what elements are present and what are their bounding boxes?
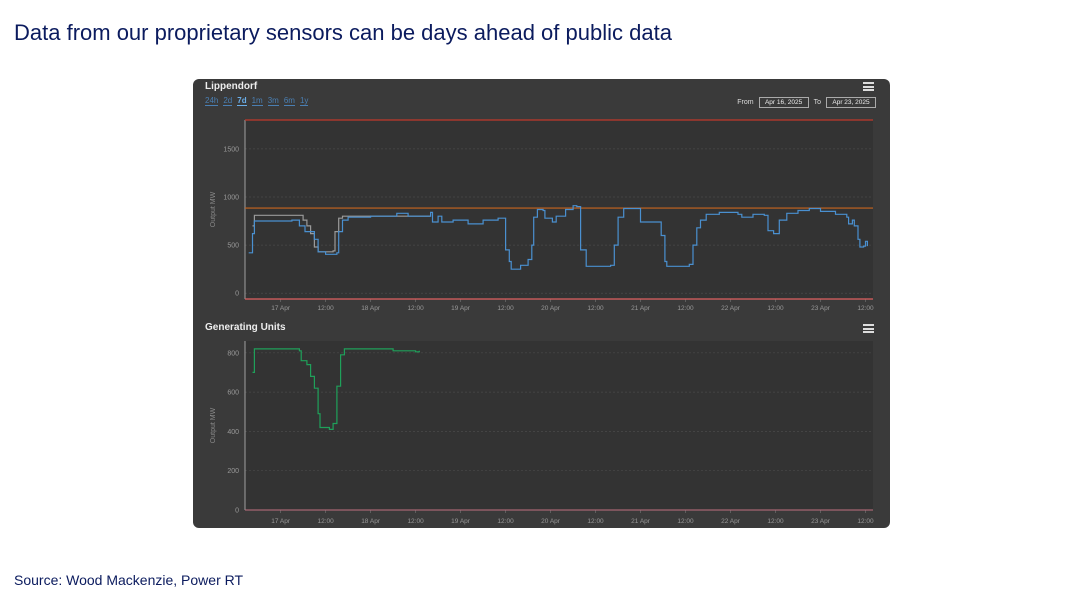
x-tick-label: 21 Apr (631, 518, 651, 525)
y-tick-label: 0 (235, 291, 239, 298)
x-tick-label: 12:00 (767, 305, 784, 312)
range-button-2d[interactable]: 2d (223, 96, 233, 106)
y-tick-label: 1500 (223, 146, 239, 153)
series-line (248, 205, 868, 270)
series-line (252, 348, 420, 430)
x-tick-label: 19 Apr (451, 518, 471, 525)
x-tick-label: 12:00 (857, 305, 874, 312)
x-tick-label: 18 Apr (361, 305, 381, 312)
to-date-input[interactable] (826, 97, 876, 108)
x-tick-label: 20 Apr (541, 305, 561, 312)
series-line (252, 214, 431, 253)
to-label: To (813, 99, 821, 106)
x-tick-label: 18 Apr (361, 518, 381, 525)
top-chart-title: Lippendorf (205, 81, 258, 92)
x-tick-label: 17 Apr (271, 305, 291, 312)
source-note: Source: Wood Mackenzie, Power RT (14, 572, 244, 588)
hamburger-menu-icon[interactable] (863, 82, 874, 91)
x-tick-label: 12:00 (767, 518, 784, 525)
range-button-6m[interactable]: 6m (283, 96, 295, 106)
range-button-1m[interactable]: 1m (251, 96, 263, 106)
x-tick-label: 21 Apr (631, 305, 651, 312)
x-tick-label: 12:00 (497, 518, 514, 525)
y-tick-label: 800 (227, 350, 239, 357)
y-tick-label: 1000 (223, 194, 239, 201)
x-tick-label: 12:00 (317, 518, 334, 525)
charts-svg: 0 500 1000 1500 Output MW 17 Apr 12:00 18 Apr 12… (210, 119, 874, 525)
y-tick-label: 200 (227, 468, 239, 475)
date-range: From To (737, 97, 876, 108)
y-axis-label: Output MW (210, 407, 217, 443)
x-tick-label: 12:00 (407, 305, 424, 312)
range-button-3m[interactable]: 3m (267, 96, 279, 106)
x-tick-label: 12:00 (497, 305, 514, 312)
x-tick-label: 23 Apr (811, 518, 831, 525)
x-tick-label: 22 Apr (721, 305, 741, 312)
plot-area (245, 120, 873, 299)
x-tick-label: 17 Apr (271, 518, 291, 525)
x-tick-label: 12:00 (677, 518, 694, 525)
x-tick-label: 12:00 (407, 518, 424, 525)
x-tick-label: 12:00 (677, 305, 694, 312)
from-date-input[interactable] (758, 97, 809, 108)
y-axis-label: Output MW (210, 191, 217, 227)
x-tick-label: 22 Apr (721, 518, 741, 525)
from-label: From (737, 99, 754, 106)
x-tick-label: 19 Apr (451, 305, 471, 312)
chart-panel: 0 500 1000 1500 Output MW 17 Apr 12:00 18 Apr 12… (193, 79, 890, 528)
range-button-24h[interactable]: 24h (205, 96, 219, 106)
x-tick-label: 20 Apr (541, 518, 561, 525)
range-selector: 24h 2d 7d 1m 3m 6m 1y (205, 96, 309, 106)
y-tick-label: 0 (235, 508, 239, 515)
plot-area (245, 341, 873, 510)
y-tick-label: 500 (227, 243, 239, 250)
range-button-7d[interactable]: 7d (237, 96, 247, 106)
x-tick-label: 12:00 (587, 305, 604, 312)
hamburger-menu-icon[interactable] (863, 324, 874, 333)
x-tick-label: 23 Apr (811, 305, 831, 312)
bottom-chart-title: Generating Units (205, 322, 286, 333)
x-tick-label: 12:00 (857, 518, 874, 525)
y-tick-label: 400 (227, 429, 239, 436)
y-tick-label: 600 (227, 390, 239, 397)
range-button-1y[interactable]: 1y (299, 96, 309, 106)
x-tick-label: 12:00 (317, 305, 334, 312)
x-tick-label: 12:00 (587, 518, 604, 525)
page-title: Data from our proprietary sensors can be… (14, 20, 672, 45)
